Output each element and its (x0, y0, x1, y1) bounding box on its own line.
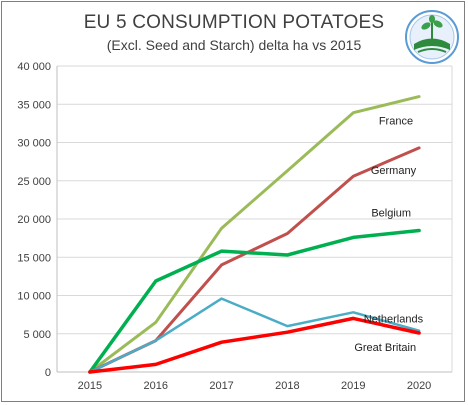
x-tick-label: 2019 (341, 380, 365, 392)
y-tick-label: 20 000 (17, 214, 51, 226)
x-tick-label: 2020 (407, 380, 431, 392)
series-layer (88, 95, 421, 374)
chart-title: EU 5 CONSUMPTION POTATOES (83, 12, 385, 33)
series-line-france (88, 95, 421, 374)
x-tick-label: 2018 (275, 380, 299, 392)
y-tick-label: 10 000 (17, 291, 51, 303)
y-axis: 0 5 000 10 000 15 000 20 000 25 000 30 000 35 0… (17, 61, 51, 379)
series-labels: France Germany Belgium Netherlands Great Bri… (354, 116, 423, 354)
gridlines (56, 65, 453, 373)
series-line-great-britain (88, 316, 421, 374)
x-axis: 2015 2016 2017 2018 2019 2020 (78, 380, 432, 392)
potato-organisation-logo (405, 10, 459, 64)
series-label-belgium: Belgium (371, 207, 411, 219)
y-tick-label: 35 000 (17, 99, 51, 111)
y-tick-label: 30 000 (17, 138, 51, 150)
x-tick-label: 2017 (209, 380, 233, 392)
series-line-netherlands (88, 297, 421, 374)
y-tick-label: 15 000 (17, 252, 51, 264)
y-tick-label: 5 000 (23, 329, 51, 341)
series-label-great-britain: Great Britain (354, 342, 416, 354)
series-line-belgium (88, 228, 421, 374)
series-label-germany: Germany (371, 165, 417, 177)
y-tick-label: 25 000 (17, 176, 51, 188)
y-tick-label: 0 (45, 367, 51, 379)
x-tick-label: 2015 (78, 380, 102, 392)
x-tick-label: 2016 (144, 380, 168, 392)
series-label-netherlands: Netherlands (364, 314, 424, 326)
y-tick-label: 40 000 (17, 61, 51, 73)
chart-subtitle: (Excl. Seed and Starch) delta ha vs 2015 (106, 37, 362, 53)
series-label-france: France (379, 116, 413, 128)
